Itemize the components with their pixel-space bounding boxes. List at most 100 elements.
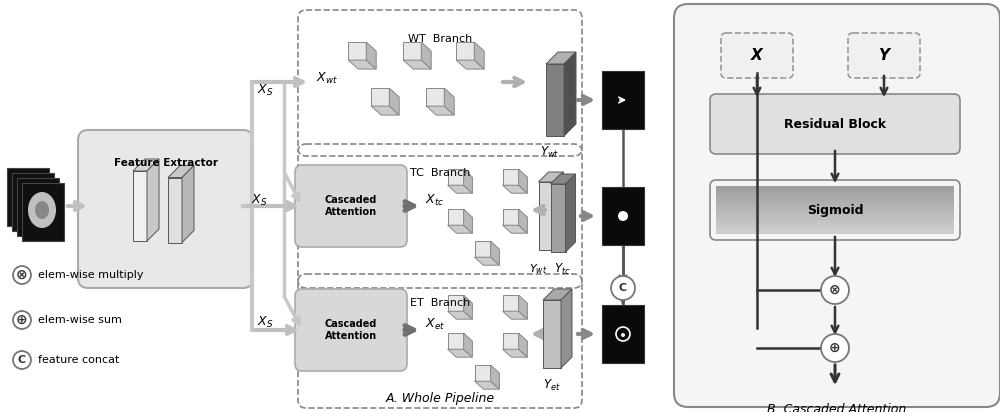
- Polygon shape: [519, 169, 527, 193]
- Bar: [716, 205, 954, 207]
- Polygon shape: [371, 106, 399, 115]
- Bar: [602, 71, 644, 129]
- Bar: [716, 186, 954, 187]
- Text: B. Cascaded Attention: B. Cascaded Attention: [767, 403, 907, 412]
- Bar: [716, 196, 954, 197]
- FancyBboxPatch shape: [295, 289, 407, 371]
- Polygon shape: [371, 88, 389, 106]
- Polygon shape: [421, 42, 431, 69]
- Bar: [716, 227, 954, 229]
- Polygon shape: [503, 209, 519, 225]
- Polygon shape: [538, 172, 564, 182]
- Polygon shape: [168, 178, 182, 243]
- Polygon shape: [464, 209, 472, 233]
- Text: $Y_{et}$: $Y_{et}$: [543, 378, 561, 393]
- Bar: [602, 187, 644, 245]
- Circle shape: [618, 211, 628, 221]
- Polygon shape: [389, 88, 399, 115]
- Circle shape: [821, 276, 849, 304]
- Polygon shape: [403, 60, 431, 69]
- Text: Sigmoid: Sigmoid: [807, 204, 863, 216]
- Bar: [716, 213, 954, 215]
- Bar: [716, 192, 954, 194]
- Bar: [716, 202, 954, 204]
- Bar: [716, 208, 954, 210]
- Polygon shape: [550, 184, 566, 252]
- Text: $X_{et}$: $X_{et}$: [425, 316, 445, 332]
- Polygon shape: [546, 64, 564, 136]
- Circle shape: [13, 351, 31, 369]
- Bar: [716, 197, 954, 199]
- Polygon shape: [448, 209, 464, 225]
- Polygon shape: [448, 349, 472, 357]
- Polygon shape: [475, 365, 491, 381]
- FancyBboxPatch shape: [721, 33, 793, 78]
- Text: Cascaded
Attention: Cascaded Attention: [325, 319, 377, 341]
- Polygon shape: [474, 42, 484, 69]
- Polygon shape: [448, 311, 472, 319]
- Polygon shape: [426, 88, 444, 106]
- Bar: [716, 194, 954, 196]
- Bar: [12, 173, 54, 231]
- Bar: [17, 178, 59, 236]
- Bar: [716, 223, 954, 225]
- Bar: [716, 229, 954, 231]
- Text: X: X: [751, 47, 763, 63]
- Text: $X_{tc}$: $X_{tc}$: [425, 192, 444, 208]
- Text: $Y_{tc}$: $Y_{tc}$: [554, 262, 570, 277]
- Polygon shape: [503, 169, 519, 185]
- Polygon shape: [491, 365, 499, 389]
- Polygon shape: [503, 185, 527, 193]
- Bar: [602, 305, 644, 363]
- Bar: [716, 225, 954, 226]
- Text: $Y_{wt}$: $Y_{wt}$: [540, 145, 560, 160]
- Text: C: C: [619, 283, 627, 293]
- Text: Y: Y: [879, 47, 890, 63]
- Polygon shape: [566, 174, 576, 252]
- Polygon shape: [426, 106, 454, 115]
- Polygon shape: [348, 42, 366, 60]
- Polygon shape: [475, 241, 491, 257]
- Bar: [716, 216, 954, 218]
- Polygon shape: [133, 171, 147, 241]
- Ellipse shape: [35, 201, 49, 219]
- Polygon shape: [475, 257, 499, 265]
- Polygon shape: [182, 166, 194, 243]
- Polygon shape: [456, 60, 484, 69]
- Polygon shape: [491, 241, 499, 265]
- Bar: [716, 215, 954, 216]
- Polygon shape: [366, 42, 376, 69]
- Bar: [716, 200, 954, 202]
- Text: feature concat: feature concat: [38, 355, 119, 365]
- Text: $X_{wt}$: $X_{wt}$: [316, 70, 338, 86]
- Circle shape: [13, 266, 31, 284]
- Polygon shape: [543, 300, 561, 368]
- Bar: [716, 220, 954, 221]
- Polygon shape: [448, 333, 464, 349]
- Bar: [716, 221, 954, 223]
- FancyBboxPatch shape: [710, 94, 960, 154]
- Text: Residual Block: Residual Block: [784, 117, 886, 131]
- Polygon shape: [464, 169, 472, 193]
- Circle shape: [621, 333, 625, 337]
- Bar: [716, 204, 954, 205]
- Polygon shape: [546, 52, 576, 64]
- Polygon shape: [464, 295, 472, 319]
- Text: ET  Branch: ET Branch: [410, 298, 470, 308]
- Polygon shape: [519, 295, 527, 319]
- FancyBboxPatch shape: [78, 130, 253, 288]
- Text: ⊗: ⊗: [16, 268, 28, 282]
- Polygon shape: [403, 42, 421, 60]
- Polygon shape: [456, 42, 474, 60]
- Polygon shape: [475, 381, 499, 389]
- Text: Cascaded
Attention: Cascaded Attention: [325, 195, 377, 217]
- Bar: [7, 168, 49, 226]
- Polygon shape: [448, 225, 472, 233]
- Polygon shape: [448, 185, 472, 193]
- Bar: [22, 183, 64, 241]
- Polygon shape: [503, 333, 519, 349]
- Polygon shape: [550, 174, 576, 184]
- Polygon shape: [564, 52, 576, 136]
- Bar: [716, 226, 954, 227]
- FancyBboxPatch shape: [674, 4, 1000, 407]
